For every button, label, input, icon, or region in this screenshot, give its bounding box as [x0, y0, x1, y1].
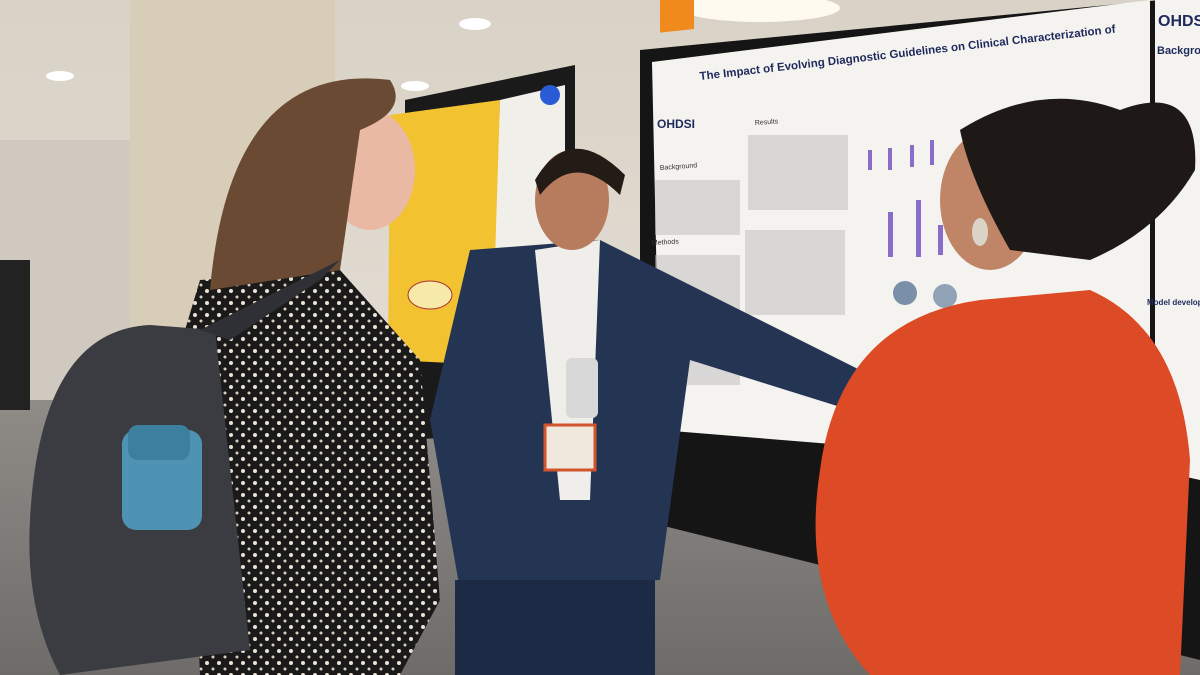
section-heading: Results — [755, 118, 779, 127]
bystander — [0, 260, 30, 410]
text-block — [748, 135, 848, 210]
visitor-right — [815, 98, 1196, 675]
sweater — [815, 290, 1190, 675]
hair — [210, 78, 396, 290]
section-heading: Background — [660, 162, 698, 172]
logo-text: OHDSI — [657, 117, 695, 131]
figure-bar — [888, 212, 893, 257]
badge — [543, 423, 597, 472]
section-heading: Backgroun — [1157, 45, 1200, 57]
section-heading: Methods — [652, 239, 680, 247]
earring — [972, 218, 988, 246]
visitor-left — [29, 78, 440, 675]
figure-bar — [930, 140, 934, 165]
thought-bubble — [407, 280, 453, 310]
hair — [535, 148, 625, 195]
figure-bar — [888, 148, 892, 170]
figure-bar — [938, 225, 943, 255]
poster-figure — [868, 140, 943, 257]
blouse — [185, 270, 440, 675]
can — [566, 358, 598, 418]
ceiling-light — [401, 81, 429, 91]
logo-text: OHDSI — [1158, 13, 1200, 30]
figure-bar — [916, 200, 921, 257]
suit — [430, 240, 860, 590]
logo-mark — [660, 0, 694, 33]
figure-bar — [868, 150, 872, 170]
figure-bar — [910, 145, 914, 167]
backpack-strap — [200, 260, 340, 340]
trousers — [455, 580, 655, 675]
ceiling-light — [46, 71, 74, 81]
presenter — [430, 148, 884, 675]
figure-pie — [933, 284, 957, 308]
text-block — [655, 180, 740, 235]
hair — [960, 98, 1196, 260]
figure-pie — [893, 281, 917, 305]
ceiling-light — [680, 0, 840, 22]
text-block — [745, 230, 845, 315]
ribbon — [540, 85, 560, 105]
ceiling-light — [459, 18, 491, 30]
section-heading: Model developme — [1147, 298, 1200, 307]
bottle-cap — [128, 425, 190, 460]
